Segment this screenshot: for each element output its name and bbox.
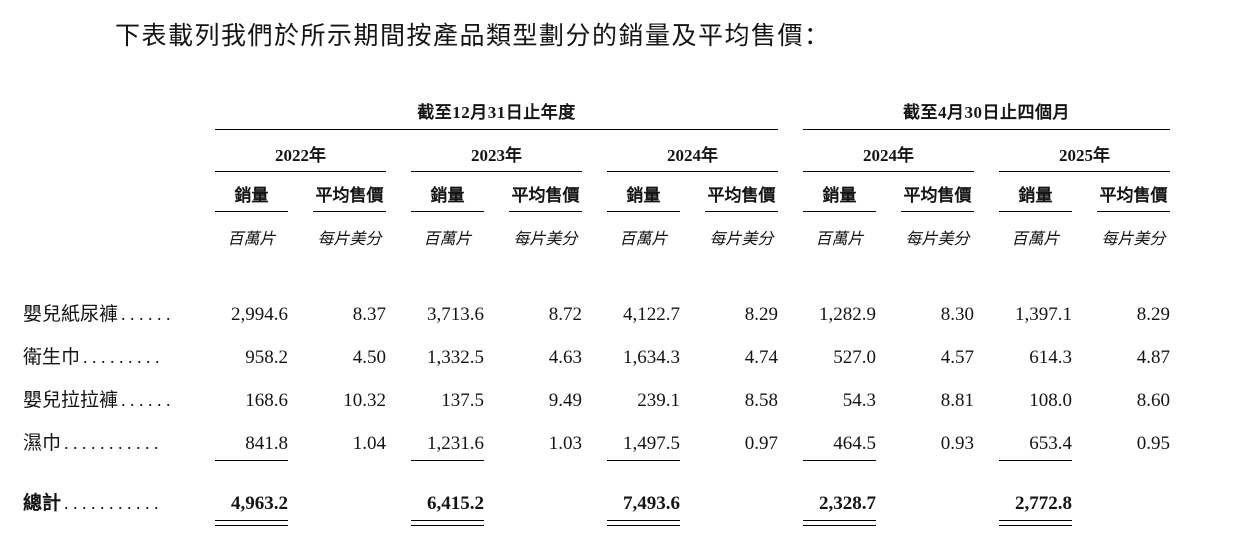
asp-unit: 每片美分	[1101, 231, 1166, 248]
value-cell: 0.97	[744, 433, 779, 454]
total-value-cell: 2,328.7	[803, 493, 877, 526]
asp-unit: 每片美分	[513, 231, 578, 248]
empty-cell	[23, 172, 190, 212]
unit-header-row: 百萬片 每片美分 百萬片 每片美分 百萬片 每片美分 百萬片 每片美分 百萬片 …	[23, 212, 1170, 249]
total-value-cell: 2,772.8	[999, 493, 1073, 526]
asp-header: 平均售價	[901, 181, 975, 212]
value-cell: 4.63	[548, 347, 582, 368]
year-label-2024-4m: 2024年	[803, 141, 975, 172]
leader-dots: ......	[121, 390, 176, 410]
total-value-cell: 4,963.2	[215, 493, 288, 526]
value-cell: 1.04	[352, 433, 386, 454]
year-label-2022: 2022年	[215, 141, 386, 172]
leader-dots: ......	[121, 304, 176, 324]
asp-unit: 每片美分	[317, 231, 382, 248]
value-cell: 9.49	[548, 390, 582, 411]
value-cell: 1,634.3	[623, 347, 680, 368]
period-group-annual-label: 截至12月31日止年度	[215, 98, 779, 130]
value-cell: 614.3	[1029, 347, 1073, 368]
value-cell: 4.57	[940, 347, 975, 368]
value-cell: 1.03	[548, 433, 582, 454]
value-cell: 108.0	[1029, 390, 1073, 411]
table-row-baby-diapers: 嬰兒紙尿褲...... 2,994.6 8.37 3,713.6 8.72 4,…	[23, 283, 1170, 326]
empty-cell	[23, 212, 190, 249]
asp-unit: 每片美分	[905, 231, 970, 248]
year-label-2023: 2023年	[411, 141, 582, 172]
product-label: 嬰兒拉拉褲	[23, 390, 119, 411]
value-cell: 1,397.1	[1015, 304, 1073, 325]
value-cell-subtotal-line: 1,497.5	[607, 433, 680, 461]
volume-header: 銷量	[607, 181, 680, 212]
asp-header: 平均售價	[313, 181, 386, 212]
volume-unit: 百萬片	[1011, 231, 1060, 248]
value-cell: 168.6	[245, 390, 288, 411]
volume-header: 銷量	[411, 181, 484, 212]
year-label-2025-4m: 2025年	[999, 141, 1171, 172]
value-cell-subtotal-line: 653.4	[999, 433, 1073, 461]
volume-unit: 百萬片	[619, 231, 668, 248]
value-cell: 4.74	[744, 347, 779, 368]
volume-unit: 百萬片	[815, 231, 864, 248]
empty-cell	[23, 130, 190, 172]
asp-unit: 每片美分	[709, 231, 774, 248]
value-cell: 10.32	[343, 390, 386, 411]
asp-header: 平均售價	[705, 181, 779, 212]
value-cell: 4.50	[352, 347, 386, 368]
table-row-baby-pants: 嬰兒拉拉褲...... 168.6 10.32 137.5 9.49 239.1…	[23, 369, 1170, 412]
period-group-fourmonth-label: 截至4月30日止四個月	[803, 98, 1171, 130]
leader-dots: .........	[83, 347, 165, 367]
value-cell: 8.81	[940, 390, 975, 411]
metric-header-row: 銷量 平均售價 銷量 平均售價 銷量 平均售價 銷量 平均售價 銷量 平均售價	[23, 172, 1171, 212]
value-cell: 0.93	[940, 433, 975, 454]
asp-header: 平均售價	[509, 181, 582, 212]
total-value-cell: 6,415.2	[411, 493, 484, 526]
value-cell-subtotal-line: 841.8	[215, 433, 288, 461]
value-cell: 8.72	[548, 304, 582, 325]
empty-cell	[23, 96, 190, 130]
table-row-sanitary-napkins: 衛生巾......... 958.2 4.50 1,332.5 4.63 1,6…	[23, 326, 1170, 369]
volume-header: 銷量	[215, 181, 288, 212]
year-header-row: 2022年 2023年 2024年 2024年 2025年	[23, 130, 1171, 172]
year-label-2024: 2024年	[607, 141, 779, 172]
total-label: 總計	[23, 493, 62, 514]
product-label: 濕巾	[23, 433, 62, 454]
value-cell-subtotal-line: 1,231.6	[411, 433, 484, 461]
volume-header: 銷量	[999, 181, 1073, 212]
leader-dots: ...........	[64, 493, 164, 513]
spacer-row	[23, 249, 1170, 283]
total-value-cell: 7,493.6	[607, 493, 680, 526]
value-cell: 0.95	[1136, 433, 1171, 454]
period-group-header-row: 截至12月31日止年度 截至4月30日止四個月	[23, 96, 1171, 130]
value-cell: 1,282.9	[819, 304, 877, 325]
volume-unit: 百萬片	[227, 231, 276, 248]
volume-header: 銷量	[803, 181, 877, 212]
intro-paragraph: 下表載列我們於所示期間按產品類型劃分的銷量及平均售價：	[115, 23, 831, 50]
value-cell: 137.5	[441, 390, 484, 411]
value-cell-subtotal-line: 464.5	[803, 433, 877, 461]
value-cell: 958.2	[245, 347, 288, 368]
value-cell: 2,994.6	[231, 304, 288, 325]
volume-unit: 百萬片	[423, 231, 472, 248]
value-cell: 3,713.6	[427, 304, 484, 325]
value-cell: 8.37	[352, 304, 386, 325]
value-cell: 8.29	[744, 304, 779, 325]
value-cell: 1,332.5	[427, 347, 484, 368]
value-cell: 4.87	[1136, 347, 1171, 368]
value-cell: 8.29	[1136, 304, 1171, 325]
value-cell: 239.1	[637, 390, 680, 411]
value-cell: 527.0	[833, 347, 877, 368]
sales-volume-asp-table: 截至12月31日止年度 截至4月30日止四個月 2022年 2023年 2024…	[23, 96, 1171, 529]
value-cell: 8.58	[744, 390, 779, 411]
value-cell: 54.3	[842, 390, 877, 411]
value-cell: 8.60	[1136, 390, 1171, 411]
value-cell: 4,122.7	[623, 304, 680, 325]
table-row-wet-wipes: 濕巾........... 841.8 1.04 1,231.6 1.03 1,…	[23, 412, 1171, 461]
asp-header: 平均售價	[1097, 181, 1171, 212]
table-row-total: 總計........... 4,963.2 6,415.2 7,493.6 2,…	[23, 455, 1170, 529]
value-cell: 8.30	[940, 304, 975, 325]
leader-dots: ...........	[64, 433, 164, 453]
product-label: 衛生巾	[23, 347, 81, 368]
product-label: 嬰兒紙尿褲	[23, 304, 119, 325]
